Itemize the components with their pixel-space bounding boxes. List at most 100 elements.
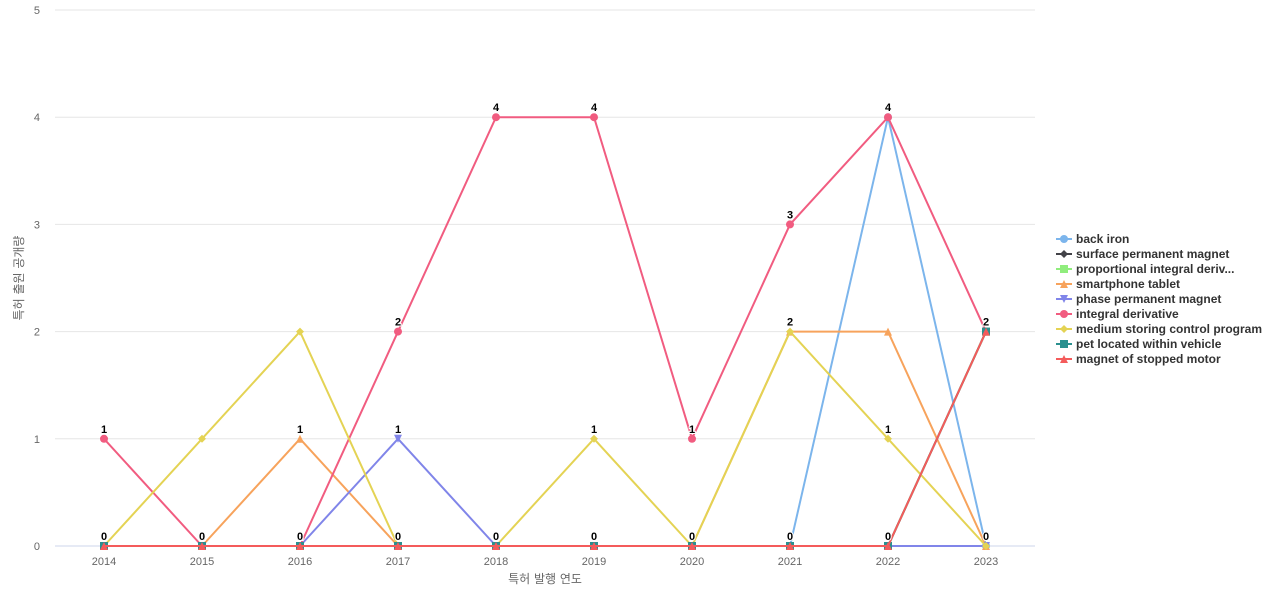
data-point[interactable] xyxy=(394,542,402,550)
legend-label: surface permanent magnet xyxy=(1076,247,1229,261)
x-tick-label: 2023 xyxy=(974,556,998,568)
x-tick-label: 2015 xyxy=(190,556,214,568)
data-point[interactable] xyxy=(884,113,892,122)
legend-marker xyxy=(1060,265,1068,273)
data-label: 1 xyxy=(689,424,695,436)
legend-marker xyxy=(1060,235,1068,243)
data-point[interactable] xyxy=(492,113,500,122)
legend-item[interactable]: integral derivative xyxy=(1056,307,1179,321)
data-point[interactable] xyxy=(100,434,108,443)
data-point[interactable] xyxy=(198,434,206,443)
data-point[interactable] xyxy=(590,113,598,122)
legend-item[interactable]: medium storing control program xyxy=(1056,322,1262,336)
data-point[interactable] xyxy=(786,220,794,229)
data-point[interactable] xyxy=(884,434,892,443)
legend-marker xyxy=(1060,325,1068,333)
legend-item[interactable]: surface permanent magnet xyxy=(1056,247,1229,261)
data-point[interactable] xyxy=(786,542,794,550)
data-label: 2 xyxy=(395,317,401,329)
y-axis-title: 특허 출원 공개량 xyxy=(12,236,26,321)
series-line xyxy=(103,330,987,547)
x-tick-label: 2021 xyxy=(778,556,802,568)
data-label: 0 xyxy=(297,531,303,543)
legend-item[interactable]: smartphone tablet xyxy=(1056,277,1180,291)
data-point[interactable] xyxy=(100,542,108,550)
data-point[interactable] xyxy=(590,434,598,443)
data-point[interactable] xyxy=(688,434,696,443)
x-tick-label: 2019 xyxy=(582,556,606,568)
data-point[interactable] xyxy=(590,542,598,550)
data-label: 0 xyxy=(787,531,793,543)
legend-label: phase permanent magnet xyxy=(1076,292,1221,306)
data-point[interactable] xyxy=(982,327,990,336)
data-label: 1 xyxy=(591,424,597,436)
data-label: 1 xyxy=(101,424,107,436)
y-axis-ticks: 0 1 2 3 4 5 xyxy=(34,5,40,553)
legend-marker xyxy=(1060,250,1068,258)
legend-item[interactable]: magnet of stopped motor xyxy=(1056,352,1221,366)
data-point[interactable] xyxy=(884,542,892,550)
data-label: 0 xyxy=(101,531,107,543)
y-tick-label: 3 xyxy=(34,219,40,231)
data-label: 1 xyxy=(395,424,401,436)
legend-marker xyxy=(1060,340,1068,348)
x-tick-label: 2018 xyxy=(484,556,508,568)
series-magnet-of-stopped-motor xyxy=(100,327,990,550)
legend-item[interactable]: back iron xyxy=(1056,232,1129,246)
legend-label: pet located within vehicle xyxy=(1076,337,1222,351)
data-label: 0 xyxy=(885,531,891,543)
data-label: 0 xyxy=(199,531,205,543)
y-tick-label: 0 xyxy=(34,541,40,553)
legend-marker xyxy=(1060,295,1068,303)
legend-label: magnet of stopped motor xyxy=(1076,352,1221,366)
data-point[interactable] xyxy=(786,327,794,336)
legend-marker xyxy=(1060,280,1068,288)
legend-label: smartphone tablet xyxy=(1076,277,1180,291)
data-point[interactable] xyxy=(394,327,402,336)
legend-marker xyxy=(1060,355,1068,363)
data-point[interactable] xyxy=(492,542,500,550)
data-label: 4 xyxy=(591,102,598,114)
data-point[interactable] xyxy=(982,542,990,550)
data-point[interactable] xyxy=(884,327,892,336)
data-label: 2 xyxy=(983,317,989,329)
legend-item[interactable]: pet located within vehicle xyxy=(1056,337,1222,351)
data-label: 1 xyxy=(199,531,205,543)
x-tick-label: 2022 xyxy=(876,556,900,568)
data-label: 2 xyxy=(297,531,303,543)
x-tick-label: 2014 xyxy=(92,556,116,568)
data-point[interactable] xyxy=(296,542,304,550)
legend-item[interactable]: proportional integral deriv... xyxy=(1056,262,1234,276)
legend-item[interactable]: phase permanent magnet xyxy=(1056,292,1221,306)
legend-label: proportional integral deriv... xyxy=(1076,262,1234,276)
data-point[interactable] xyxy=(296,327,304,336)
y-tick-label: 5 xyxy=(34,5,40,17)
x-tick-label: 2016 xyxy=(288,556,312,568)
x-axis-title: 특허 발행 연도 xyxy=(508,571,582,586)
data-label: 4 xyxy=(493,102,500,114)
data-point[interactable] xyxy=(296,434,304,443)
data-label: 0 xyxy=(493,531,499,543)
data-label: 4 xyxy=(885,102,892,114)
y-tick-label: 2 xyxy=(34,327,40,339)
data-point[interactable] xyxy=(688,542,696,550)
data-point[interactable] xyxy=(198,542,206,550)
data-point[interactable] xyxy=(394,434,402,443)
x-tick-label: 2017 xyxy=(386,556,410,568)
legend-label: integral derivative xyxy=(1076,307,1179,321)
data-label: 0 xyxy=(395,531,401,543)
data-label: 2 xyxy=(787,317,793,329)
y-tick-label: 1 xyxy=(34,434,40,446)
legend-marker xyxy=(1060,310,1068,318)
legend-label: medium storing control program xyxy=(1076,322,1262,336)
data-label: 0 xyxy=(591,531,597,543)
gridlines xyxy=(55,9,1035,547)
data-label: 1 xyxy=(885,424,891,436)
x-axis-ticks: 2014 2015 2016 2017 2018 2019 2020 2021 2022 2023 xyxy=(92,556,998,568)
data-label: 3 xyxy=(787,209,793,221)
data-label: 0 xyxy=(689,531,695,543)
data-label: 1 xyxy=(297,424,303,436)
